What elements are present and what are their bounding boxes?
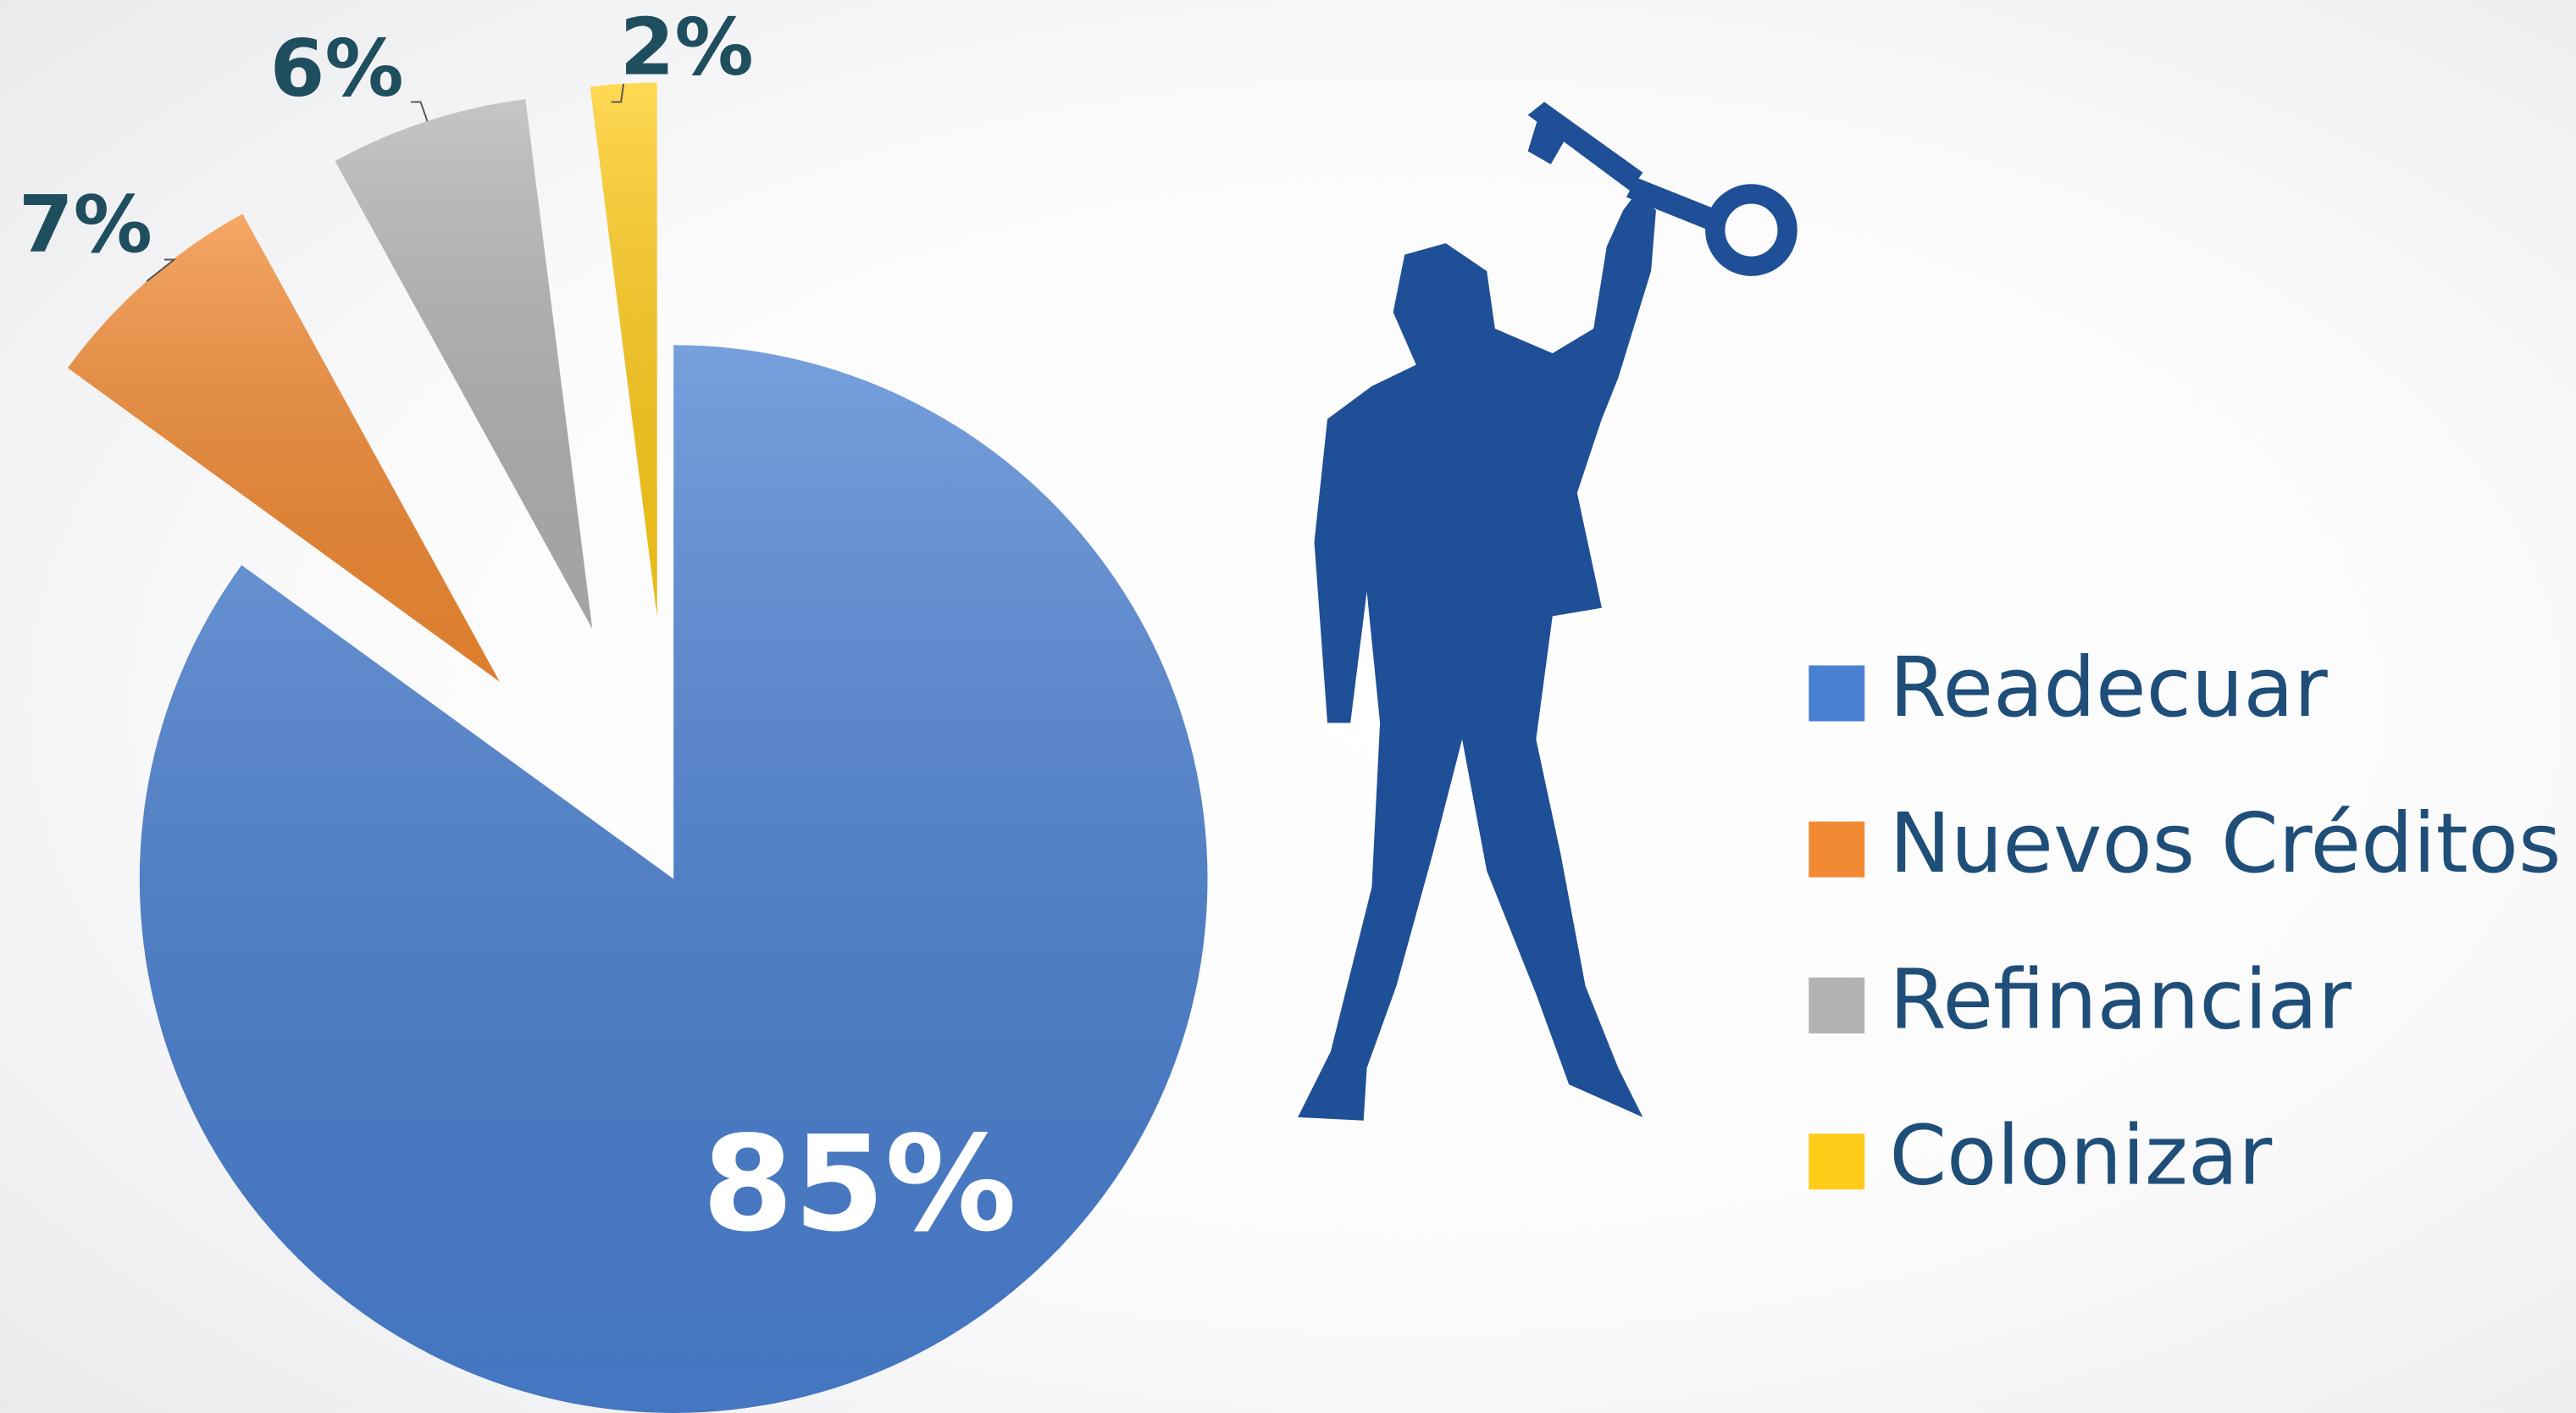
leader-line (611, 83, 625, 103)
data-label: 2% (620, 2, 754, 93)
legend-label: Nuevos Créditos (1889, 795, 2561, 891)
slice-shade (139, 345, 1208, 1413)
legend-swatch (1809, 978, 1865, 1033)
pie: 85% 7% 6% 2% (19, 2, 1208, 1413)
figure-silhouette (1298, 102, 1798, 1121)
slice-shade (68, 213, 500, 682)
legend-swatch (1809, 821, 1865, 878)
legend-swatch (1809, 1133, 1865, 1190)
data-label: 6% (270, 23, 404, 114)
slice-shade (335, 99, 593, 629)
leader-line (146, 258, 177, 282)
slice-shade (590, 82, 657, 617)
data-label: 85% (702, 1107, 1017, 1261)
legend: Readecuar Nuevos Créditos Refinanciar Colon… (1809, 640, 2562, 1204)
leader-line (410, 101, 429, 122)
data-label: 7% (19, 179, 152, 270)
legend-label: Refinanciar (1889, 951, 2352, 1047)
legend-label: Colonizar (1889, 1108, 2272, 1204)
legend-label: Readecuar (1889, 640, 2328, 735)
legend-swatch (1809, 665, 1865, 722)
